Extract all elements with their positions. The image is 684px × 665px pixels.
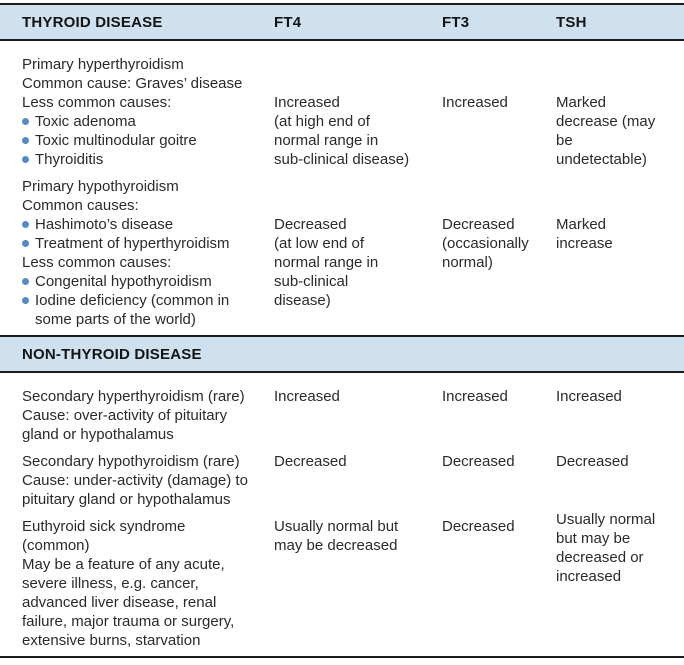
condition-block: Euthyroid sick syndrome (common) May be … [22, 517, 268, 650]
condition-text: Toxic adenoma [35, 113, 136, 130]
condition-block: Secondary hyperthyroidism (rare) Cause: … [22, 387, 268, 444]
ft3-cell: Increased [442, 388, 508, 405]
table-header-band: THYROID DISEASE FT4 FT3 TSH [0, 5, 684, 39]
condition-text: Euthyroid sick syndrome (common) May be … [22, 518, 235, 649]
condition-cell: Primary hyperthyroidism Common cause: Gr… [22, 55, 274, 169]
list-item: Treatment of hyperthyroidism [22, 234, 268, 253]
bullet-icon [22, 118, 29, 125]
col-header-ft3: FT3 [442, 13, 470, 31]
tsh-cell: Decreased [556, 453, 629, 470]
table-row: Primary hyperthyroidism Common cause: Gr… [0, 55, 684, 169]
condition-block: Secondary hypothyroidism (rare) Cause: u… [22, 452, 268, 509]
condition-cell: Secondary hypothyroidism (rare) Cause: u… [22, 452, 274, 509]
tsh-cell: Marked increase [556, 216, 613, 252]
tsh-cell: Increased [556, 388, 622, 405]
section2-header-band: NON-THYROID DISEASE [0, 337, 684, 371]
ft4-cell: Decreased [274, 453, 347, 470]
condition-text: Congenital hypothyroidism [35, 273, 212, 290]
bullet-icon [22, 221, 29, 228]
table-row: Primary hypothyroidism Common causes: Ha… [0, 177, 684, 329]
list-item: Congenital hypothyroidism [22, 272, 268, 291]
list-item: Iodine deficiency (common in some parts … [22, 291, 268, 329]
section-divider [0, 335, 684, 337]
condition-cell: Euthyroid sick syndrome (common) May be … [22, 517, 274, 650]
condition-block: Primary hyperthyroidism Common cause: Gr… [22, 55, 268, 112]
table-row: Secondary hypothyroidism (rare) Cause: u… [0, 452, 684, 509]
header-divider [0, 39, 684, 41]
col-header-thyroid-disease: THYROID DISEASE [22, 13, 163, 31]
ft4-cell: Increased (at high end of normal range i… [274, 94, 410, 168]
list-item: Toxic adenoma [22, 112, 268, 131]
condition-text: Less common causes: [22, 254, 172, 271]
bullet-icon [22, 278, 29, 285]
condition-cell: Secondary hyperthyroidism (rare) Cause: … [22, 387, 274, 444]
col-header-ft4: FT4 [274, 13, 302, 31]
bottom-divider [0, 656, 684, 658]
ft3-cell: Decreased (occasionally normal) [442, 216, 529, 271]
bullet-icon [22, 297, 29, 304]
ft3-cell: Decreased [442, 453, 515, 470]
tsh-cell: Marked decrease (may be undetectable) [556, 94, 656, 168]
condition-text: Thyroiditis [35, 151, 104, 168]
list-item: Thyroiditis [22, 150, 268, 169]
list-item: Hashimoto’s disease [22, 215, 268, 234]
condition-text: Hashimoto’s disease [35, 216, 174, 233]
section2-header-label: NON-THYROID DISEASE [22, 345, 202, 363]
ft4-cell: Decreased (at low end of normal range in… [274, 216, 379, 309]
ft3-cell: Decreased [442, 518, 515, 535]
ft3-cell: Increased [442, 94, 508, 111]
section2-header-divider [0, 371, 684, 373]
col-header-tsh: TSH [556, 13, 587, 31]
top-divider [0, 3, 684, 5]
tsh-cell: Usually normal but may be decreased or i… [556, 511, 656, 585]
condition-text: Primary hyperthyroidism Common cause: Gr… [22, 56, 243, 111]
condition-text: Primary hypothyroidism Common causes: [22, 178, 179, 214]
bullet-icon [22, 137, 29, 144]
list-item: Toxic multinodular goitre [22, 131, 268, 150]
condition-text: Treatment of hyperthyroidism [35, 235, 230, 252]
condition-block: Less common causes: [22, 253, 268, 272]
condition-text: Secondary hyperthyroidism (rare) Cause: … [22, 388, 245, 443]
bullet-icon [22, 156, 29, 163]
condition-text: Iodine deficiency (common in some parts … [35, 292, 230, 328]
condition-block: Primary hypothyroidism Common causes: [22, 177, 268, 215]
ft4-cell: Increased [274, 388, 340, 405]
table-row: Euthyroid sick syndrome (common) May be … [0, 511, 684, 650]
condition-cell: Primary hypothyroidism Common causes: Ha… [22, 177, 274, 329]
condition-text: Secondary hypothyroidism (rare) Cause: u… [22, 453, 248, 508]
bullet-icon [22, 240, 29, 247]
condition-text: Toxic multinodular goitre [35, 132, 197, 149]
ft4-cell: Usually normal but may be decreased [274, 518, 399, 554]
table-row: Secondary hyperthyroidism (rare) Cause: … [0, 387, 684, 444]
